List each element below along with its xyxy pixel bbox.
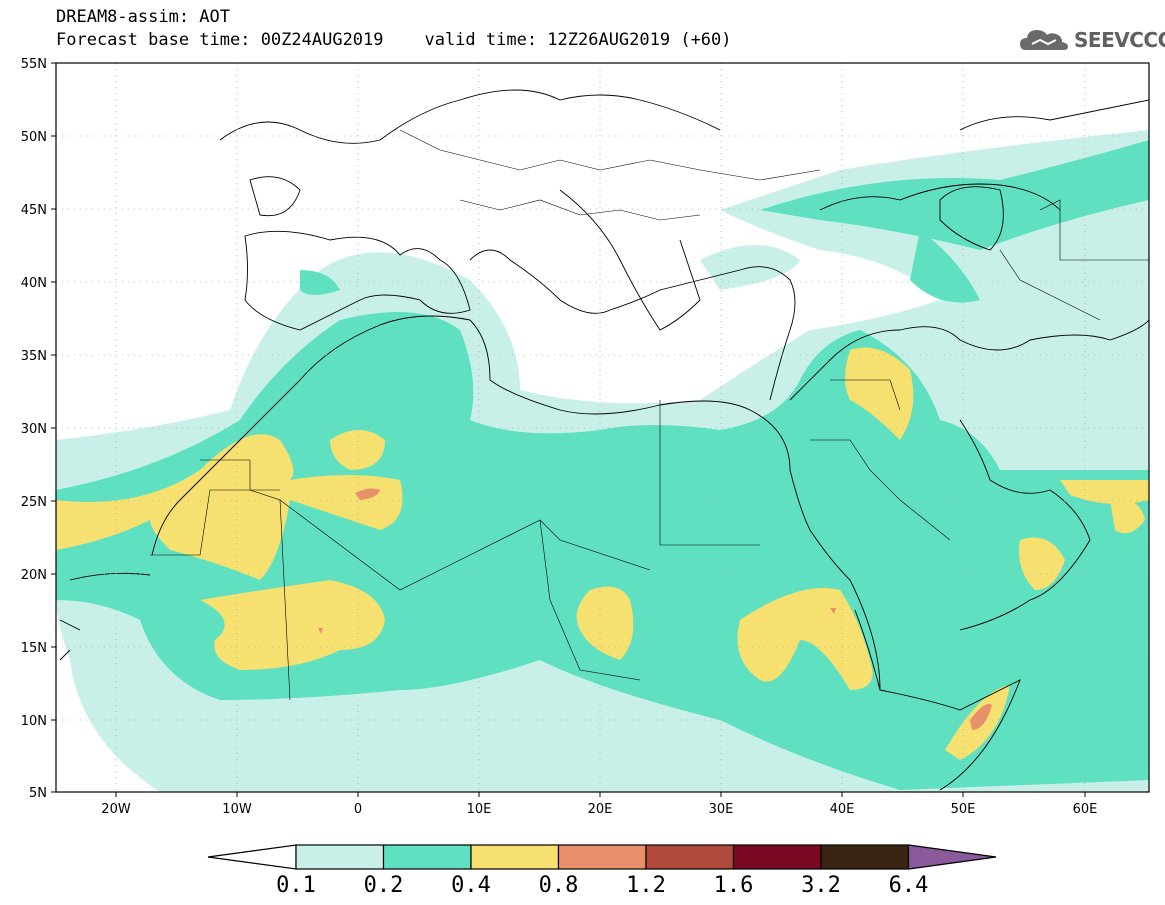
lon-label: 20W <box>101 802 131 817</box>
lat-label: 20N <box>21 568 47 583</box>
lat-label: 30N <box>21 422 47 437</box>
valid-time: valid time: 12Z26AUG2019 (+60) <box>424 30 732 50</box>
lat-label: 15N <box>21 641 47 656</box>
map-title: DREAM8-assim: AOT Forecast base time: 00… <box>56 6 732 52</box>
colorbar-swatch <box>732 844 822 870</box>
colorbar-label: 0.8 <box>539 873 579 898</box>
colorbar-swatch <box>470 844 560 870</box>
country-borders <box>150 129 1149 701</box>
colorbar-swatches <box>295 844 910 870</box>
lon-label: 20E <box>588 802 613 817</box>
lon-label: 10W <box>222 802 252 817</box>
aot-level-0.2 <box>56 140 1149 790</box>
axis-ticks <box>51 62 1086 797</box>
colorbar-label: 1.2 <box>626 873 666 898</box>
colorbar-swatch <box>382 844 472 870</box>
colorbar-label: 3.2 <box>801 873 841 898</box>
colorbar-swatch <box>557 844 647 870</box>
logo-text: SEEVCCC <box>1074 28 1165 52</box>
lat-label: 50N <box>21 130 47 145</box>
lat-label: 25N <box>21 495 47 510</box>
cloud-icon <box>1020 30 1068 50</box>
lon-label: 40E <box>830 802 855 817</box>
lon-label: 0 <box>354 802 362 817</box>
colorbar-low-arrow <box>207 844 297 870</box>
lat-label: 35N <box>21 349 47 364</box>
lon-label: 60E <box>1073 802 1098 817</box>
title-line-1: DREAM8-assim: AOT <box>56 7 230 27</box>
aot-level-0.8 <box>318 488 992 730</box>
colorbar-swatch <box>295 844 385 870</box>
lat-label: 40N <box>21 276 47 291</box>
colorbar-high-arrow <box>907 844 997 870</box>
colorbar: 0.1 0.2 0.4 0.8 1.2 1.6 3.2 6.4 <box>207 844 997 898</box>
aot-level-0.4 <box>56 347 1149 760</box>
colorbar-label: 1.6 <box>714 873 754 898</box>
colorbar-label: 0.2 <box>364 873 404 898</box>
lon-label: 50E <box>951 802 976 817</box>
colorbar-swatch <box>820 844 910 870</box>
colorbar-labels: 0.1 0.2 0.4 0.8 1.2 1.6 3.2 6.4 <box>276 873 928 898</box>
lat-label: 10N <box>21 714 47 729</box>
lat-label: 45N <box>21 203 47 218</box>
colorbar-label: 0.1 <box>276 873 316 898</box>
lon-label: 30E <box>709 802 734 817</box>
longitude-labels: 20W 10W 0 10E 20E 30E 40E 50E 60E <box>101 802 1097 817</box>
lat-label: 55N <box>21 57 47 72</box>
aot-map: 55N 50N 45N 40N 35N 30N 25N 20N 15N 10N … <box>21 57 1150 817</box>
latitude-labels: 55N 50N 45N 40N 35N 30N 25N 20N 15N 10N … <box>21 57 47 801</box>
aot-fields <box>56 130 1149 792</box>
colorbar-label: 0.4 <box>451 873 491 898</box>
seevccc-logo: SEEVCCC <box>1018 22 1165 58</box>
colorbar-label: 6.4 <box>889 873 929 898</box>
lon-label: 10E <box>467 802 492 817</box>
grid-lines <box>56 63 1149 792</box>
lat-label: 5N <box>29 786 47 801</box>
forecast-base-time: Forecast base time: 00Z24AUG2019 <box>56 30 384 50</box>
colorbar-swatch <box>645 844 735 870</box>
